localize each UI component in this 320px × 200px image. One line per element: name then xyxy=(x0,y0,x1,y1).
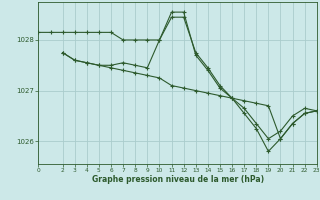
X-axis label: Graphe pression niveau de la mer (hPa): Graphe pression niveau de la mer (hPa) xyxy=(92,175,264,184)
